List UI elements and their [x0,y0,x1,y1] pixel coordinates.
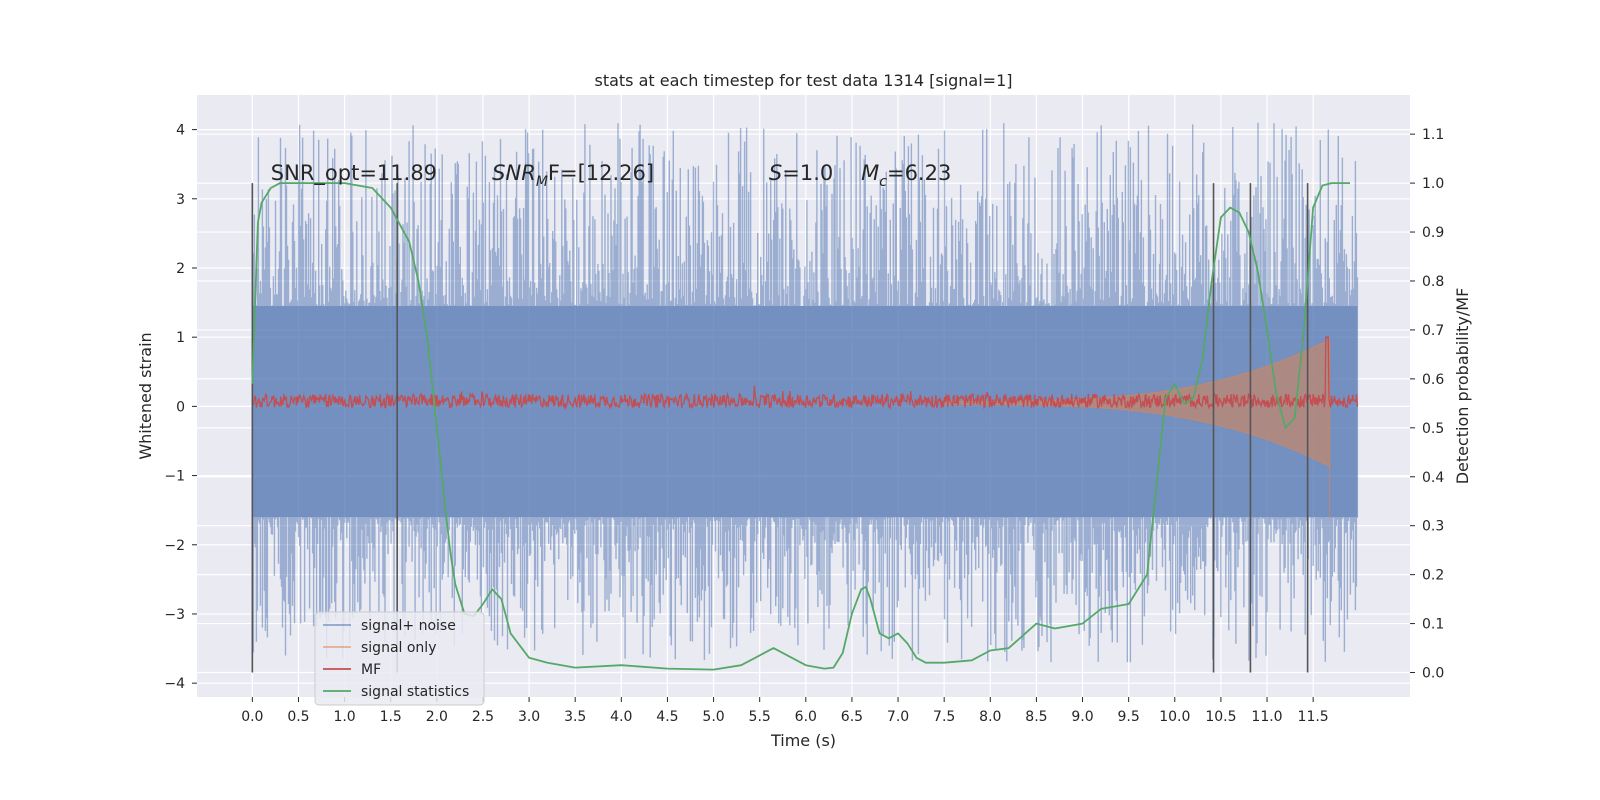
annotation-mc-rest: =6.23 [887,161,951,185]
x-tick-label: 6.0 [795,709,817,725]
y2-tick-label: 0.5 [1422,421,1444,437]
y-tick-label: −2 [164,538,185,554]
series-signal-statistics [251,182,1350,671]
annotation-mc: Mc=6.23 [861,161,951,190]
y2-tick-label: 1.0 [1422,176,1444,192]
annotation-snr-mf-rest: F=[12.26] [548,161,654,185]
y2-tick-label: 0.4 [1422,470,1444,486]
legend-label: signal statistics [361,684,469,700]
y-tick-label: 4 [176,123,185,139]
legend-items: signal+ noise signal only MF signal statist… [323,618,469,700]
x-axis-label: Time (s) [770,731,836,750]
axes: 0.0 0.5 1.0 1.5 2.0 2.5 3.0 3.5 4.0 4.5 5.0 5.5 6.0 6… [164,123,1444,725]
x-tick-label: 9.5 [1118,709,1140,725]
y2-tick-label: 1.1 [1422,127,1444,143]
x-tick-label: 3.0 [518,709,540,725]
y2-tick-label: 0.0 [1422,666,1444,682]
legend-label: MF [361,662,381,678]
y-tick-label: −3 [164,607,185,623]
x-tick-label: 4.0 [610,709,632,725]
chart-title: stats at each timestep for test data 131… [594,71,1012,90]
y-tick-label: −4 [164,676,185,692]
annotation-s-rest: =1.0 [782,161,833,185]
x-tick-label: 1.0 [333,709,355,725]
x-tick-label: 10.0 [1159,709,1190,725]
annotation-snr-mf-main: SNR [492,161,536,185]
y2-tick-label: 0.6 [1422,372,1444,388]
y-axis-label: Whitened strain [136,332,155,459]
legend-box [314,611,485,706]
x-tick-label: 8.0 [979,709,1001,725]
x-tick-label: 10.5 [1205,709,1236,725]
annotation-s-main: S [769,161,782,185]
x-tick-label: 11.5 [1298,709,1329,725]
x-tick-label: 9.0 [1071,709,1093,725]
x-tick-label: 8.5 [1025,709,1047,725]
annotation-mc-sub: c [879,174,887,190]
x-tick-label: 11.0 [1251,709,1282,725]
y-tick-label: 1 [176,330,185,346]
x-tick-label: 2.0 [426,709,448,725]
x-tick-label: 6.5 [841,709,863,725]
y-tick-label: 0 [176,399,185,415]
y2-tick-label: 0.7 [1422,323,1444,339]
x-tick-label: 7.5 [933,709,955,725]
y2-tick-label: 0.9 [1422,225,1444,241]
annotation-snr-opt: SNR_opt=11.89 [271,161,437,186]
y2-tick-label: 0.8 [1422,274,1444,290]
x-tick-label: 0.0 [241,709,263,725]
x-tick-label: 2.5 [472,709,494,725]
annotation-snr-mf-sub: M [536,174,548,190]
x-tick-label: 4.5 [656,709,678,725]
y2-tick-label: 0.3 [1422,519,1444,535]
y2-tick-label: 0.1 [1422,617,1444,633]
y-tick-label: −1 [164,469,185,485]
x-tick-label: 0.5 [287,709,309,725]
y2-tick-label: 0.2 [1422,568,1444,584]
x-tick-label: 1.5 [380,709,402,725]
legend-label: signal+ noise [361,618,456,634]
y-tick-label: 3 [176,192,185,208]
y2-axis-label: Detection probability/MF [1453,288,1472,485]
data-series [251,122,1359,673]
x-tick-label: 7.0 [887,709,909,725]
legend-label: signal only [361,640,436,656]
legend: signal+ noise signal only MF signal statist… [314,611,485,706]
annotations: SNR_opt=11.89 SNRMF=[12.26] S=1.0 Mc=6.2… [271,161,952,190]
y-tick-label: 2 [176,261,185,277]
x-tick-label: 5.0 [702,709,724,725]
annotation-mc-main: M [861,161,879,185]
annotation-snr-mf: SNRMF=[12.26] [492,161,654,190]
x-tick-label: 5.5 [749,709,771,725]
series-mf [251,336,1359,411]
x-tick-label: 3.5 [564,709,586,725]
series-signal-only [943,337,1331,519]
annotation-s: S=1.0 [769,161,833,185]
